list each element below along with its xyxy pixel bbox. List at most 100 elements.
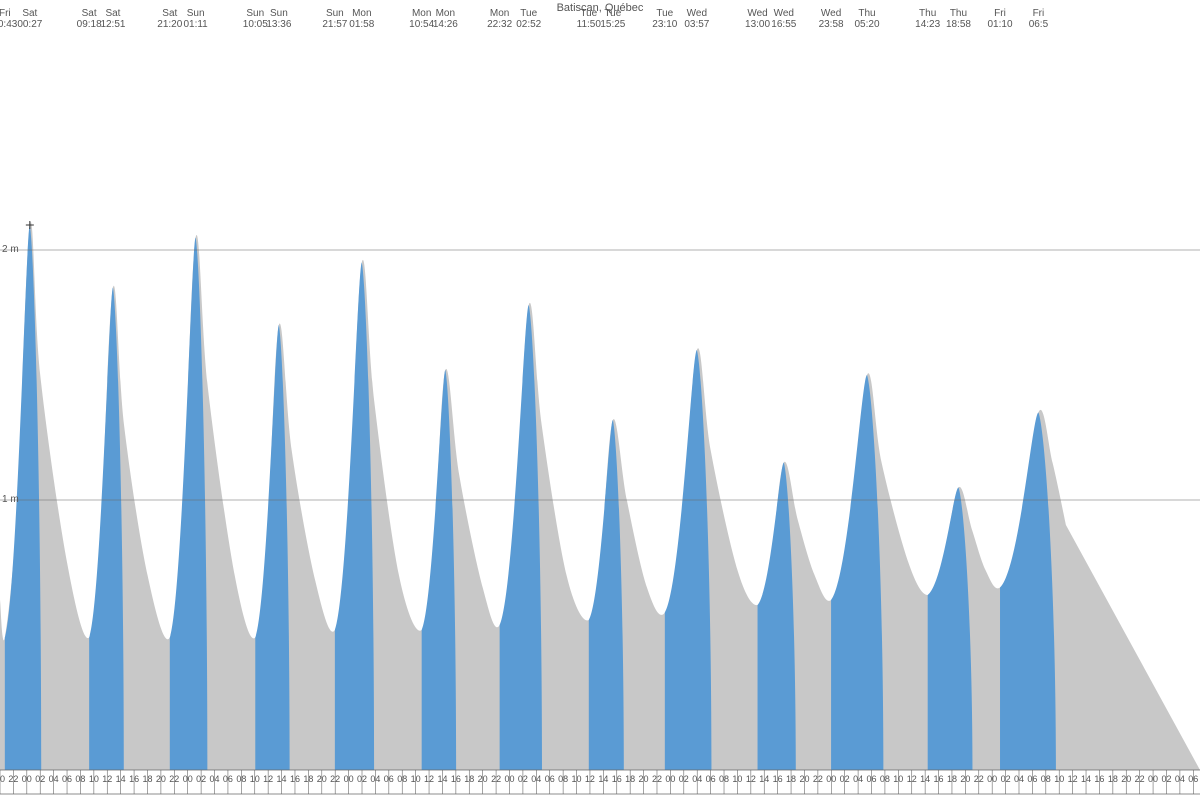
x-tick-label: 14 (920, 774, 930, 784)
x-tick-label: 22 (8, 774, 18, 784)
x-tick-label: 12 (907, 774, 917, 784)
x-tick-label: 00 (1148, 774, 1158, 784)
x-tick-label: 06 (223, 774, 233, 784)
x-tick-label: 04 (1175, 774, 1185, 784)
x-tick-label: 12 (424, 774, 434, 784)
x-tick-label: 20 (0, 774, 5, 784)
x-tick-label: 02 (518, 774, 528, 784)
x-tick-label: 10 (411, 774, 421, 784)
x-tick-label: 02 (1001, 774, 1011, 784)
tide-chart: Batiscan, Québec 1 m2 m20220002040608101… (0, 0, 1200, 800)
tide-time-label: Sun 13:36 (266, 8, 291, 30)
x-tick-label: 22 (1135, 774, 1145, 784)
y-axis-label: 1 m (2, 494, 19, 505)
chart-svg (0, 0, 1200, 800)
x-tick-label: 02 (679, 774, 689, 784)
x-tick-label: 16 (129, 774, 139, 784)
tide-time-label: Sun 01:11 (183, 8, 207, 30)
x-tick-label: 14 (1081, 774, 1091, 784)
x-tick-label: 22 (330, 774, 340, 784)
x-tick-label: 06 (866, 774, 876, 784)
x-tick-label: 12 (102, 774, 112, 784)
tide-time-label: Tue 23:10 (652, 8, 677, 30)
x-tick-label: 18 (464, 774, 474, 784)
x-tick-label: 20 (317, 774, 327, 784)
tide-time-label: Tue 02:52 (516, 8, 541, 30)
x-tick-label: 00 (344, 774, 354, 784)
x-tick-label: 18 (786, 774, 796, 784)
x-tick-label: 08 (397, 774, 407, 784)
tide-time-label: Fri 01:10 (988, 8, 1013, 30)
x-tick-label: 20 (960, 774, 970, 784)
x-tick-label: 10 (732, 774, 742, 784)
x-tick-label: 20 (156, 774, 166, 784)
x-tick-label: 22 (652, 774, 662, 784)
x-tick-label: 10 (89, 774, 99, 784)
x-tick-label: 20 (799, 774, 809, 784)
x-tick-label: 08 (1041, 774, 1051, 784)
tide-time-label: Wed 13:00 (745, 8, 770, 30)
x-tick-label: 04 (210, 774, 220, 784)
tide-time-label: Fri 06:5 (1029, 8, 1048, 30)
x-tick-label: 08 (880, 774, 890, 784)
x-tick-label: 16 (934, 774, 944, 784)
x-tick-label: 06 (545, 774, 555, 784)
x-tick-label: 22 (169, 774, 179, 784)
x-tick-label: 16 (1094, 774, 1104, 784)
tide-time-label: Tue 15:25 (600, 8, 625, 30)
tide-time-label: Mon 01:58 (349, 8, 374, 30)
x-tick-label: 02 (840, 774, 850, 784)
x-tick-label: 06 (1027, 774, 1037, 784)
x-tick-label: 02 (357, 774, 367, 784)
x-tick-label: 10 (250, 774, 260, 784)
x-tick-label: 10 (893, 774, 903, 784)
tide-time-label: Sun 21:57 (322, 8, 347, 30)
x-tick-label: 18 (1108, 774, 1118, 784)
tide-time-label: Fri 20:43 (0, 8, 17, 30)
x-tick-label: 06 (384, 774, 394, 784)
x-tick-label: 14 (277, 774, 287, 784)
x-tick-label: 02 (1161, 774, 1171, 784)
x-tick-label: 16 (612, 774, 622, 784)
x-tick-label: 06 (1188, 774, 1198, 784)
x-tick-label: 16 (290, 774, 300, 784)
x-tick-label: 22 (491, 774, 501, 784)
tide-time-label: Mon 22:32 (487, 8, 512, 30)
x-tick-label: 22 (974, 774, 984, 784)
x-tick-label: 14 (598, 774, 608, 784)
x-tick-label: 04 (692, 774, 702, 784)
tide-time-label: Sat 21:20 (157, 8, 182, 30)
x-tick-label: 06 (706, 774, 716, 784)
tide-time-label: Mon 14:26 (433, 8, 458, 30)
x-tick-label: 08 (558, 774, 568, 784)
tide-time-label: Sat 09:18 (77, 8, 102, 30)
x-tick-label: 14 (759, 774, 769, 784)
x-tick-label: 18 (947, 774, 957, 784)
tide-time-label: Mon 10:54 (409, 8, 434, 30)
x-tick-label: 12 (1068, 774, 1078, 784)
x-tick-label: 04 (370, 774, 380, 784)
x-tick-label: 04 (531, 774, 541, 784)
x-tick-label: 16 (451, 774, 461, 784)
y-axis-label: 2 m (2, 244, 19, 255)
tide-time-label: Wed 03:57 (684, 8, 709, 30)
x-tick-label: 14 (116, 774, 126, 784)
x-tick-label: 20 (639, 774, 649, 784)
tide-time-label: Wed 16:55 (771, 8, 796, 30)
x-tick-label: 18 (303, 774, 313, 784)
x-tick-label: 00 (665, 774, 675, 784)
x-tick-label: 00 (183, 774, 193, 784)
x-tick-label: 12 (746, 774, 756, 784)
x-tick-label: 00 (22, 774, 32, 784)
tide-time-label: Tue 11:50 (577, 8, 601, 30)
x-tick-label: 16 (773, 774, 783, 784)
x-tick-label: 14 (437, 774, 447, 784)
x-tick-label: 02 (196, 774, 206, 784)
x-tick-label: 04 (49, 774, 59, 784)
x-tick-label: 12 (263, 774, 273, 784)
x-tick-label: 08 (75, 774, 85, 784)
x-tick-label: 22 (813, 774, 823, 784)
x-tick-label: 00 (504, 774, 514, 784)
x-tick-label: 18 (142, 774, 152, 784)
x-tick-label: 00 (826, 774, 836, 784)
